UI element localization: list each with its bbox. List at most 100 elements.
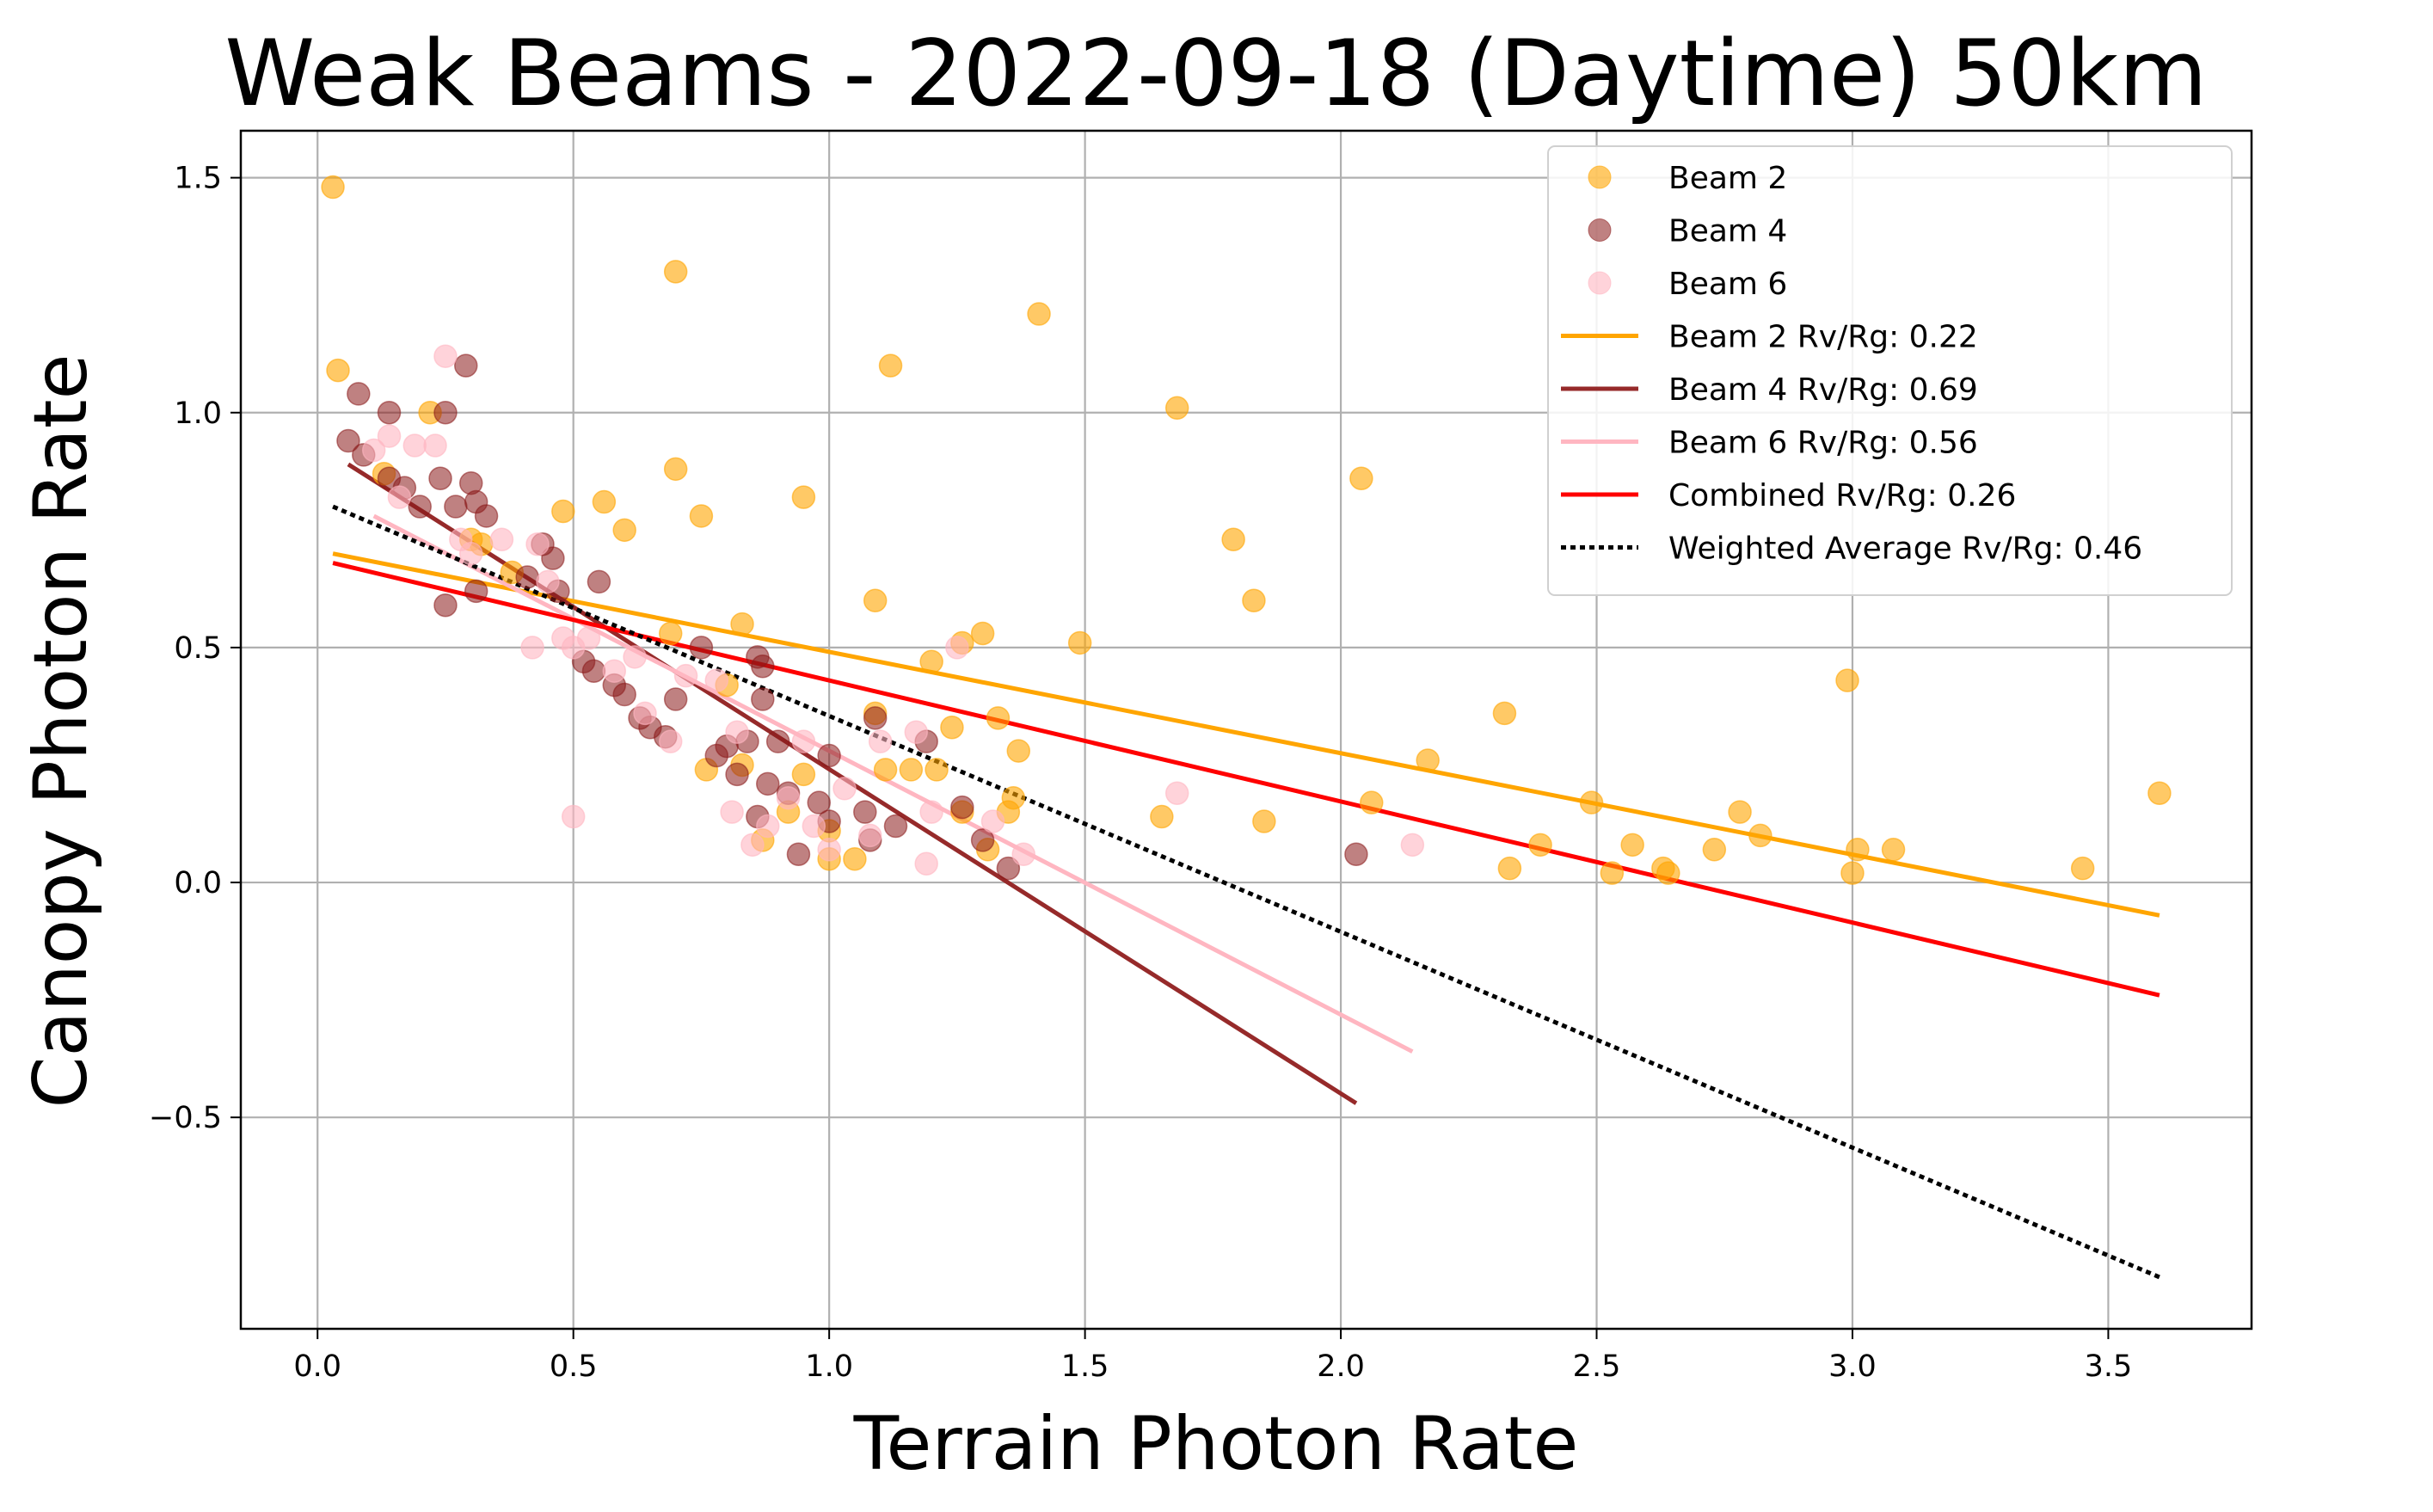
scatter-point <box>1360 790 1384 814</box>
scatter-point <box>1006 739 1031 763</box>
scatter-point <box>658 621 683 646</box>
scatter-point <box>633 701 657 726</box>
y-tick-label: −0.5 <box>149 1101 222 1135</box>
scatter-point <box>1881 838 1906 862</box>
scatter-point <box>765 729 790 753</box>
scatter-point <box>663 687 688 711</box>
scatter-point <box>843 846 867 871</box>
y-tick-label: 0.0 <box>174 866 222 900</box>
scatter-point <box>1600 861 1625 885</box>
scatter-point <box>1344 842 1368 867</box>
scatter-point <box>1840 861 1865 885</box>
scatter-point <box>853 800 877 824</box>
scatter-point <box>751 687 775 711</box>
scatter-point <box>464 579 488 604</box>
scatter-point <box>402 433 427 458</box>
legend-label: Weighted Average Rv/Rg: 0.46 <box>1668 532 2142 567</box>
scatter-point <box>673 663 698 688</box>
scatter-point <box>444 495 468 519</box>
scatter-point <box>587 569 611 594</box>
scatter-point <box>551 499 575 524</box>
scatter-point <box>347 382 371 406</box>
scatter-point <box>458 541 483 566</box>
scatter-point <box>740 833 765 857</box>
scatter-point <box>525 532 550 556</box>
scatter-point <box>1164 396 1189 421</box>
scatter-point <box>377 424 402 448</box>
scatter-point <box>776 785 801 810</box>
scatter-point <box>704 668 729 692</box>
scatter-point <box>474 504 499 528</box>
chart-title: Weak Beams - 2022-09-18 (Daytime) 50km <box>224 21 2207 126</box>
scatter-point <box>919 800 943 824</box>
scatter-point <box>817 743 841 768</box>
scatter-point <box>454 353 478 378</box>
scatter-point <box>361 438 386 463</box>
fit-line <box>332 561 2160 998</box>
scatter-point <box>802 814 826 839</box>
scatter-point <box>868 729 893 753</box>
x-tick-label: 1.5 <box>1061 1349 1109 1384</box>
scatter-point <box>433 344 458 368</box>
legend-marker <box>1588 165 1612 189</box>
scatter-point <box>1497 856 1522 881</box>
scatter-point <box>489 527 514 552</box>
scatter-point <box>1252 809 1276 833</box>
scatter-point <box>602 659 627 683</box>
scatter-point <box>899 758 924 782</box>
scatter-point <box>986 706 1011 730</box>
x-axis-label: Terrain Photon Rate <box>853 1401 1579 1487</box>
scatter-point <box>1242 588 1266 613</box>
fit-line <box>372 513 1414 1054</box>
scatter-point <box>663 457 688 482</box>
scatter-point <box>433 401 458 425</box>
scatter-point <box>1579 790 1604 814</box>
scatter-point <box>1150 804 1174 829</box>
x-tick-label: 0.0 <box>293 1349 341 1384</box>
scatter-point <box>996 856 1021 881</box>
scatter-point <box>970 828 995 852</box>
scatter-point <box>1221 527 1245 552</box>
x-tick-label: 2.0 <box>1317 1349 1365 1384</box>
scatter-point <box>1528 833 1552 857</box>
y-axis-label: Canopy Photon Rate <box>18 353 104 1108</box>
scatter-point <box>515 565 539 589</box>
scatter-point <box>1067 630 1092 655</box>
scatter-point <box>2147 781 2172 805</box>
legend-label: Beam 4 <box>1668 214 1787 249</box>
x-tick-label: 3.0 <box>1828 1349 1877 1384</box>
scatter-point <box>786 842 811 867</box>
scatter-point <box>945 636 969 660</box>
scatter-point <box>561 804 586 829</box>
scatter-point <box>730 612 754 636</box>
scatter-point <box>756 814 780 839</box>
scatter-point <box>663 260 688 284</box>
scatter-point <box>1748 823 1773 848</box>
scatter-point <box>883 814 908 839</box>
legend-marker <box>1588 271 1612 295</box>
scatter-point <box>791 762 816 787</box>
scatter-point <box>1728 800 1752 824</box>
scatter-point <box>904 720 929 744</box>
scatter-point <box>1001 785 1026 810</box>
scatter-point <box>377 401 402 425</box>
scatter-point <box>592 489 617 514</box>
legend-label: Beam 2 Rv/Rg: 0.22 <box>1668 320 1978 355</box>
scatter-point <box>433 593 458 618</box>
scatter-point <box>791 485 816 509</box>
scatter-point <box>914 851 938 876</box>
legend-label: Beam 4 Rv/Rg: 0.69 <box>1668 372 1978 408</box>
scatter-point <box>925 758 949 782</box>
scatter-point <box>423 433 447 458</box>
scatter-point <box>863 706 888 730</box>
scatter-point <box>520 636 544 660</box>
x-tick-label: 0.5 <box>550 1349 598 1384</box>
plot-frame <box>239 129 2253 1331</box>
scatter-point <box>1416 748 1440 772</box>
scatter-point <box>576 626 601 650</box>
scatter-point <box>817 838 841 862</box>
scatter-point <box>541 546 565 570</box>
scatter-point <box>336 428 360 453</box>
